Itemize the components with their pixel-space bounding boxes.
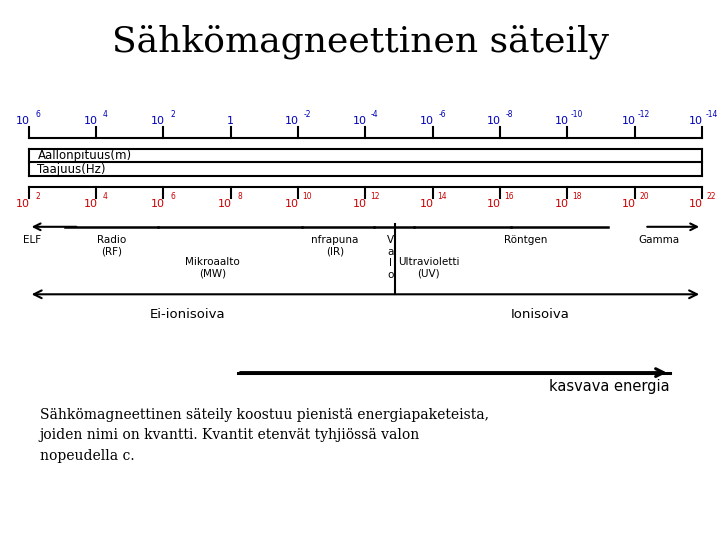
Text: -4: -4 — [371, 110, 379, 119]
Text: -10: -10 — [570, 110, 583, 119]
Text: 10: 10 — [353, 116, 366, 126]
Text: 10: 10 — [285, 199, 300, 210]
Text: Ei-ionisoiva: Ei-ionisoiva — [149, 308, 225, 321]
Text: 10: 10 — [622, 199, 636, 210]
Text: 6: 6 — [171, 192, 175, 201]
Text: 10: 10 — [218, 199, 232, 210]
Text: 10: 10 — [150, 199, 165, 210]
Text: -2: -2 — [304, 110, 311, 119]
Text: 10: 10 — [150, 116, 165, 126]
Text: 10: 10 — [420, 199, 434, 210]
Text: 8: 8 — [238, 192, 243, 201]
Text: 10: 10 — [487, 199, 501, 210]
Text: -6: -6 — [438, 110, 446, 119]
Text: 1: 1 — [228, 116, 234, 126]
Text: 10: 10 — [554, 116, 569, 126]
Text: 2: 2 — [36, 192, 40, 201]
Text: Taajuus(Hz): Taajuus(Hz) — [37, 163, 106, 176]
Text: Sähkömagneettinen säteily: Sähkömagneettinen säteily — [112, 24, 608, 59]
Text: 22: 22 — [706, 192, 716, 201]
Text: nfrapuna
(IR): nfrapuna (IR) — [311, 235, 359, 256]
Text: 20: 20 — [639, 192, 649, 201]
Text: ELF: ELF — [23, 235, 42, 245]
Text: 4: 4 — [103, 192, 108, 201]
Text: Radio
(RF): Radio (RF) — [97, 235, 126, 256]
Text: Aallonpituus(m): Aallonpituus(m) — [37, 148, 132, 162]
Text: 10: 10 — [689, 199, 703, 210]
Text: V
a
l
o: V a l o — [387, 235, 394, 280]
Text: 10: 10 — [487, 116, 501, 126]
Text: 10: 10 — [16, 199, 30, 210]
Text: Sähkömagneettinen säteily koostuu pienistä energiapaketeista,
joiden nimi on kva: Sähkömagneettinen säteily koostuu pienis… — [40, 408, 489, 463]
Text: 4: 4 — [103, 110, 108, 119]
Text: Röntgen: Röntgen — [504, 235, 547, 245]
Text: 10: 10 — [689, 116, 703, 126]
Text: 10: 10 — [622, 116, 636, 126]
Text: 10: 10 — [353, 199, 366, 210]
Text: -12: -12 — [638, 110, 650, 119]
Text: 16: 16 — [505, 192, 514, 201]
Text: Ultravioletti
(UV): Ultravioletti (UV) — [397, 256, 459, 278]
Text: 18: 18 — [572, 192, 582, 201]
Text: kasvava energia: kasvava energia — [549, 379, 670, 394]
Text: 10: 10 — [16, 116, 30, 126]
Text: 10: 10 — [84, 116, 97, 126]
Text: Gamma: Gamma — [638, 235, 680, 245]
Text: 14: 14 — [437, 192, 447, 201]
Text: -14: -14 — [705, 110, 718, 119]
Text: 10: 10 — [554, 199, 569, 210]
Text: 10: 10 — [302, 192, 312, 201]
Text: 10: 10 — [285, 116, 300, 126]
Text: Ionisoiva: Ionisoiva — [510, 308, 570, 321]
Text: -8: -8 — [505, 110, 513, 119]
Text: 6: 6 — [36, 110, 40, 119]
Text: Mikroaalto
(MW): Mikroaalto (MW) — [185, 256, 240, 278]
Text: 10: 10 — [420, 116, 434, 126]
Text: 2: 2 — [171, 110, 175, 119]
Text: 12: 12 — [370, 192, 379, 201]
Text: 10: 10 — [84, 199, 97, 210]
